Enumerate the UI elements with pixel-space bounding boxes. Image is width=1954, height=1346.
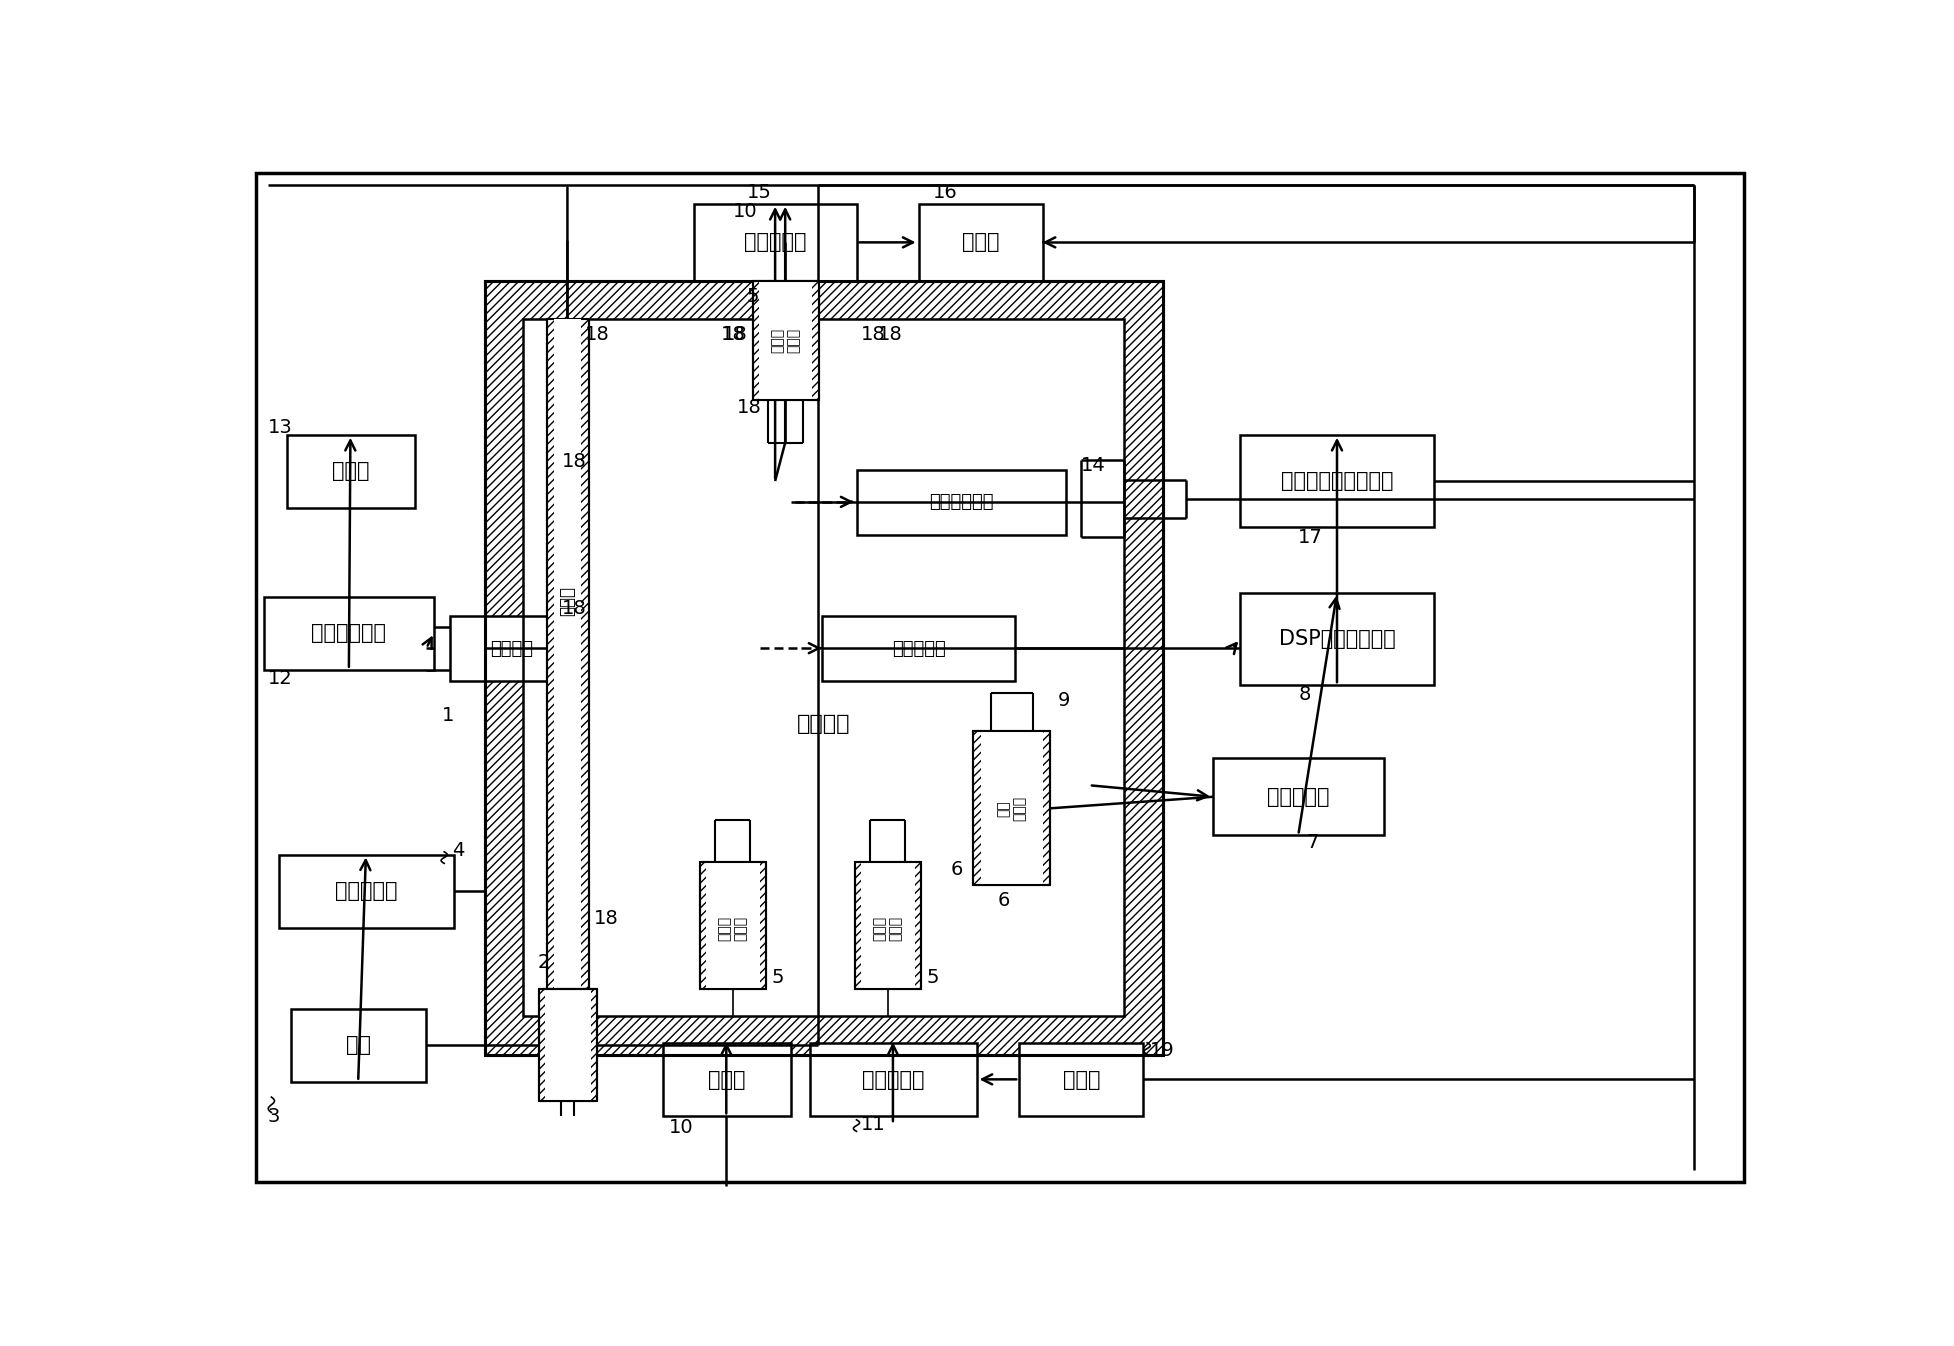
Bar xyxy=(752,281,819,400)
Text: 7: 7 xyxy=(1305,833,1319,852)
Bar xyxy=(524,319,1124,1016)
Text: 4: 4 xyxy=(451,841,465,860)
Bar xyxy=(705,863,760,989)
Bar xyxy=(555,319,582,989)
Text: 光电编码器: 光电编码器 xyxy=(334,882,397,900)
Text: 集油器: 集油器 xyxy=(961,233,998,252)
Bar xyxy=(485,281,1163,1055)
Bar xyxy=(545,989,590,1101)
Text: 18: 18 xyxy=(721,326,746,345)
Text: 喷油嘴
传感器: 喷油嘴 传感器 xyxy=(770,328,801,353)
Bar xyxy=(821,616,1016,681)
Bar xyxy=(856,470,1065,534)
Text: 16: 16 xyxy=(932,183,957,202)
Text: 6: 6 xyxy=(952,860,963,879)
Text: 13: 13 xyxy=(268,417,293,436)
Bar xyxy=(1020,1043,1143,1116)
Text: 18: 18 xyxy=(860,326,885,345)
Bar xyxy=(856,863,920,989)
Bar xyxy=(449,616,574,681)
Text: 18: 18 xyxy=(877,326,903,345)
Text: 3: 3 xyxy=(268,1106,279,1125)
Text: 高压接头: 高压接头 xyxy=(490,639,533,658)
Text: 18: 18 xyxy=(737,398,762,417)
Text: 喷油嘴
传感器: 喷油嘴 传感器 xyxy=(717,915,748,941)
Text: 11: 11 xyxy=(860,1114,885,1133)
Text: 5: 5 xyxy=(746,287,758,306)
Bar xyxy=(524,319,1124,1016)
Text: 喷油嘴
传感器: 喷油嘴 传感器 xyxy=(871,915,903,941)
Text: 5: 5 xyxy=(772,968,784,987)
Bar xyxy=(291,1008,426,1082)
Text: 进油口: 进油口 xyxy=(1063,1070,1100,1090)
Bar xyxy=(694,203,856,281)
Text: 9: 9 xyxy=(1057,690,1071,711)
Bar xyxy=(287,435,414,507)
Text: 2: 2 xyxy=(537,953,549,972)
Text: 安全阀: 安全阀 xyxy=(707,1070,744,1090)
Text: 压力容器: 压力容器 xyxy=(797,713,850,734)
Text: 6: 6 xyxy=(998,891,1010,910)
Text: 油泵: 油泵 xyxy=(346,1035,371,1055)
Bar xyxy=(1241,435,1434,528)
Text: DSP数据采集系统: DSP数据采集系统 xyxy=(1278,629,1395,649)
Bar xyxy=(264,596,434,670)
Text: 18: 18 xyxy=(563,452,586,471)
Bar xyxy=(811,1043,977,1116)
Text: 进油截止鄀: 进油截止鄀 xyxy=(862,1070,924,1090)
Text: 10: 10 xyxy=(733,202,756,221)
Text: 18: 18 xyxy=(586,326,610,345)
Bar xyxy=(862,863,914,989)
Bar xyxy=(662,1043,791,1116)
Bar xyxy=(918,203,1043,281)
Text: 1: 1 xyxy=(442,707,453,725)
Text: 12: 12 xyxy=(268,669,293,688)
Text: 蓄压器: 蓄压器 xyxy=(559,586,576,615)
Text: 17: 17 xyxy=(1297,528,1323,546)
Text: 5: 5 xyxy=(926,968,938,987)
Text: 18: 18 xyxy=(563,599,586,618)
Text: 电荷放大器: 电荷放大器 xyxy=(1266,787,1329,806)
Text: 温度传感器: 温度传感器 xyxy=(891,639,946,658)
Bar xyxy=(539,989,596,1101)
Text: 8: 8 xyxy=(1297,685,1311,704)
Text: 数据处理与显示系统: 数据处理与显示系统 xyxy=(1280,471,1393,491)
Bar xyxy=(981,731,1043,886)
Text: 14: 14 xyxy=(1081,456,1106,475)
Text: 18: 18 xyxy=(723,326,748,345)
Text: 15: 15 xyxy=(746,183,772,202)
Text: 压力表: 压力表 xyxy=(332,462,369,482)
Text: 18: 18 xyxy=(594,909,619,929)
Bar xyxy=(485,281,1163,1055)
Text: 19: 19 xyxy=(1149,1042,1174,1061)
Bar xyxy=(1241,592,1434,685)
Bar xyxy=(758,281,813,400)
Bar xyxy=(1213,758,1383,836)
Bar xyxy=(700,863,766,989)
Text: 压电
传感器: 压电 传感器 xyxy=(997,795,1026,821)
Bar xyxy=(973,731,1049,886)
Bar xyxy=(547,319,588,989)
Text: 背压截止鄀: 背压截止鄀 xyxy=(744,233,807,252)
Text: 体积调节柱塞: 体积调节柱塞 xyxy=(928,493,993,511)
Text: 压力表截止鄀: 压力表截止鄀 xyxy=(311,623,387,643)
Bar xyxy=(279,855,453,927)
Text: 10: 10 xyxy=(668,1119,694,1137)
